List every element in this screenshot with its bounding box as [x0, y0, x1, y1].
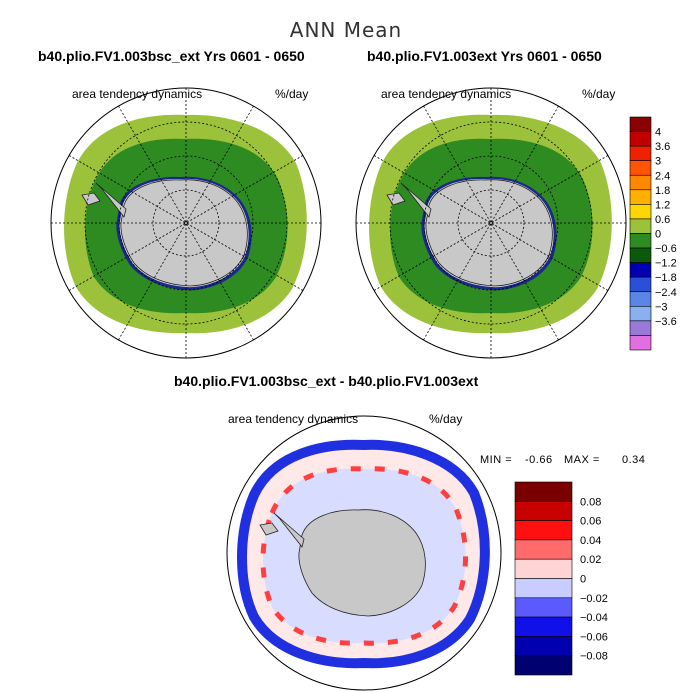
- colorbar-top-tick-label: −3: [655, 301, 668, 313]
- colorbar-top-swatch: [629, 160, 652, 176]
- panel1-units-label: %/day: [275, 87, 309, 101]
- colorbar-diff-swatch: [514, 520, 573, 541]
- colorbar-top-swatch: [629, 131, 652, 147]
- colorbar-diff-swatch: [514, 616, 573, 637]
- max-label: MAX =: [564, 454, 600, 466]
- colorbar-diff-tick-label: 0: [580, 574, 586, 586]
- colorbar-top-swatch: [629, 276, 652, 293]
- colorbar-top-tick-label: 1.8: [655, 185, 670, 197]
- colorbar-top-swatch: [629, 145, 652, 161]
- south-america-tip: [81, 192, 101, 206]
- colorbar-top-tick-label: −1.8: [655, 272, 677, 284]
- south-america-tip: [259, 522, 279, 536]
- panel2-title: b40.plio.FV1.003ext Yrs 0601 - 0650: [367, 48, 602, 64]
- colorbar-diff-swatch: [514, 636, 573, 657]
- polar-map-diff: [226, 415, 502, 691]
- colorbar-diff-swatch: [514, 500, 573, 521]
- polar-map-2: [355, 87, 627, 359]
- colorbar-diff-tick-label: −0.02: [580, 593, 608, 605]
- colorbar-top-tick-label: 0: [655, 229, 661, 241]
- colorbar-top-tick-label: −1.2: [655, 258, 677, 270]
- south-america-tip: [386, 192, 406, 206]
- colorbar-diff-tick-label: 0.08: [580, 496, 601, 508]
- graticule: [356, 88, 626, 358]
- colorbar-diff-tick-label: −0.06: [580, 631, 608, 643]
- colorbar-top-swatch: [629, 189, 652, 205]
- map-border: [355, 87, 627, 359]
- colorbar-top-tick-label: −2.4: [655, 287, 677, 299]
- min-value: -0.66: [525, 454, 553, 466]
- colorbar-top-swatch: [629, 233, 652, 249]
- colorbar-top-swatch: [629, 218, 652, 234]
- colorbar-top-tick-label: −3.6: [655, 316, 677, 328]
- panel2-units-label: %/day: [582, 87, 616, 101]
- polar-map-1: [50, 87, 322, 359]
- graticule: [51, 88, 321, 358]
- colorbar-top-swatch: [629, 291, 652, 307]
- colorbar-diff-swatch: [514, 597, 573, 618]
- colorbar-top-swatch: [629, 320, 652, 336]
- colorbar-top-tick-label: 0.6: [655, 214, 670, 226]
- map-border: [50, 87, 322, 359]
- colorbar-top-tick-label: 1.2: [655, 199, 670, 211]
- colorbar-top-swatch: [629, 335, 652, 351]
- colorbar-top-tick-label: 3.6: [655, 141, 670, 153]
- colorbar-diff-swatch: [514, 655, 573, 676]
- map-border: [226, 415, 502, 691]
- colorbar-top-swatch: [629, 204, 652, 220]
- panel1-title: b40.plio.FV1.003bsc_ext Yrs 0601 - 0650: [38, 48, 305, 64]
- colorbar-diff-tick-label: −0.08: [580, 651, 608, 663]
- max-value: 0.34: [622, 454, 646, 466]
- min-label: MIN =: [480, 454, 513, 466]
- panel1-variable-label: area tendency dynamics: [72, 87, 203, 101]
- diff-panel-title: b40.plio.FV1.003bsc_ext - b40.plio.FV1.0…: [174, 373, 479, 389]
- colorbar-diff-tick-label: 0.04: [580, 535, 601, 547]
- colorbar-top-swatch: [629, 174, 652, 191]
- diff-units-label: %/day: [429, 412, 463, 426]
- panel2-variable-label: area tendency dynamics: [381, 87, 512, 101]
- colorbar-diff-tick-label: −0.04: [580, 612, 608, 624]
- colorbar-top: 4 3.6 3 2.4 1.8 1.2 0.6 0 −0.6 −1.2 −1.8 −2.4 −3 −3.6: [629, 116, 677, 351]
- colorbar-top-swatch: [629, 247, 652, 263]
- colorbar-diff-swatch: [514, 539, 573, 560]
- colorbar-top-swatch: [629, 116, 652, 132]
- main-title: ANN Mean: [289, 18, 403, 42]
- colorbar-top-tick-label: 3: [655, 156, 661, 168]
- diff-variable-label: area tendency dynamics: [228, 412, 359, 426]
- colorbar-diff-swatch: [514, 578, 573, 599]
- colorbar-diff: 0.08 0.06 0.04 0.02 0 −0.02 −0.04 −0.06 −0.08: [514, 481, 608, 676]
- colorbar-diff-swatch: [514, 481, 573, 502]
- colorbar-top-swatch: [629, 262, 652, 278]
- colorbar-top-tick-label: 2.4: [655, 170, 670, 182]
- colorbar-top-tick-label: −0.6: [655, 243, 677, 255]
- colorbar-diff-tick-label: 0.02: [580, 554, 601, 566]
- colorbar-top-tick-label: 4: [655, 127, 661, 139]
- colorbar-diff-swatch: [514, 558, 573, 579]
- colorbar-diff-tick-label: 0.06: [580, 516, 601, 528]
- colorbar-top-swatch: [629, 306, 652, 322]
